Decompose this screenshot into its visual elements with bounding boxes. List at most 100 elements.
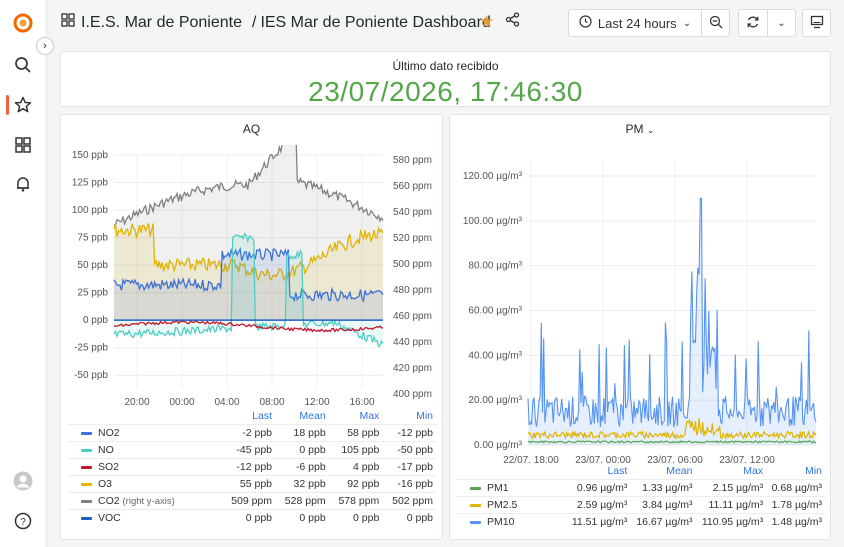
legend-max: 578 ppm bbox=[329, 492, 384, 510]
legend-row-pm25[interactable]: PM2.5 2.59 µg/m³ 3.84 µg/m³ 11.11 µg/m³ 1.78… bbox=[456, 496, 826, 514]
aq-chart[interactable]: 150 ppb 125 ppb 100 ppb 75 ppb 50 ppb 25 ppb 0… bbox=[61, 145, 444, 445]
legend-header-mean[interactable]: Mean bbox=[299, 410, 326, 422]
o3-series-area bbox=[114, 223, 383, 321]
clock-icon bbox=[579, 15, 592, 31]
tv-mode-button[interactable] bbox=[802, 9, 831, 37]
legend-row-voc[interactable]: VOC 0 ppb 0 ppb 0 ppb 0 ppb bbox=[67, 509, 437, 526]
legend-mean: 0 ppb bbox=[276, 441, 330, 459]
legend-min: 502 ppm bbox=[383, 492, 437, 510]
dashboards-icon[interactable] bbox=[12, 134, 34, 156]
series-swatch bbox=[81, 482, 92, 486]
dashboard-header: I.E.S. Mar de Poniente / IES Mar de Poni… bbox=[47, 0, 844, 46]
legend-mean: -6 ppb bbox=[276, 458, 330, 476]
legend-min: -16 ppb bbox=[383, 475, 437, 493]
chevron-right-icon: › bbox=[43, 40, 47, 52]
monitor-icon bbox=[810, 15, 824, 32]
legend-max: 11.11 µg/m³ bbox=[696, 496, 768, 514]
aq-panel: AQ 150 ppb 125 ppb 100 ppb 75 ppb 50 ppb 25 p… bbox=[60, 114, 443, 540]
legend-mean: 16.67 µg/m³ bbox=[631, 513, 697, 530]
search-icon[interactable] bbox=[12, 54, 34, 76]
alerting-bell-icon[interactable] bbox=[12, 173, 34, 195]
pm-chart[interactable]: 120.00 µg/m³ 100.00 µg/m³ 80.00 µg/m³ 60.00… bbox=[450, 145, 832, 485]
legend-last: -12 ppb bbox=[222, 458, 277, 476]
legend-last: 2.59 µg/m³ bbox=[567, 496, 632, 514]
stat-panel-title: Último dato recibido bbox=[392, 59, 499, 73]
y-right-tick-label: 500 ppm bbox=[393, 259, 432, 270]
legend-max: 4 ppb bbox=[329, 458, 384, 476]
so2-series-line bbox=[113, 319, 384, 333]
x-tick-label: 23/07. 12:00 bbox=[719, 455, 775, 466]
legend-row-no2[interactable]: NO2 -2 ppb 18 ppb 58 ppb -12 ppb bbox=[67, 424, 437, 442]
grafana-logo-icon[interactable] bbox=[12, 12, 34, 34]
zoom-out-button[interactable] bbox=[701, 9, 730, 37]
y-left-tick-label: 50 ppb bbox=[77, 260, 108, 271]
legend-header-mean[interactable]: Mean bbox=[666, 465, 693, 477]
legend-header-min[interactable]: Min bbox=[805, 465, 822, 477]
help-icon[interactable]: ? bbox=[12, 510, 34, 532]
legend-header-last[interactable]: Last bbox=[607, 465, 628, 477]
legend-header-max[interactable]: Max bbox=[359, 410, 380, 422]
breadcrumb-separator: / bbox=[251, 13, 257, 31]
legend-min: -50 ppb bbox=[383, 441, 437, 459]
legend-min: 1.78 µg/m³ bbox=[767, 496, 826, 514]
pm-panel-title[interactable]: PM ⌄ bbox=[450, 122, 830, 136]
legend-row-so2[interactable]: SO2 -12 ppb -6 ppb 4 ppb -17 ppb bbox=[67, 458, 437, 476]
series-name: VOC bbox=[98, 512, 121, 524]
y-right-tick-label: 580 ppm bbox=[393, 155, 432, 166]
x-tick-label: 22/07. 18:00 bbox=[503, 455, 559, 466]
legend-mean: 18 ppb bbox=[276, 424, 330, 442]
y-left-tick-label: 25 ppb bbox=[77, 288, 108, 299]
sidebar: ? bbox=[0, 0, 47, 547]
legend-mean: 3.84 µg/m³ bbox=[631, 496, 697, 514]
series-swatch bbox=[470, 486, 481, 490]
svg-text:?: ? bbox=[20, 517, 26, 528]
x-tick-label: 12:00 bbox=[304, 397, 329, 408]
y-left-tick-label: -25 ppb bbox=[74, 343, 108, 354]
series-name: SO2 bbox=[98, 461, 120, 473]
legend-row-pm1[interactable]: PM1 0.96 µg/m³ 1.33 µg/m³ 2.15 µg/m³ 0.68 µg… bbox=[456, 479, 826, 497]
time-range-picker[interactable]: Last 24 hours ⌄ bbox=[568, 9, 702, 37]
legend-min: 1.48 µg/m³ bbox=[767, 513, 826, 530]
breadcrumb: I.E.S. Mar de Poniente / IES Mar de Poni… bbox=[61, 13, 491, 32]
last-data-stat-panel: Último dato recibido 23/07/2026, 17:46:3… bbox=[60, 51, 831, 107]
favorite-star-icon[interactable]: ★ bbox=[479, 12, 495, 31]
legend-row-co2[interactable]: CO2 (right y-axis) 509 ppm 528 ppm 578 ppm 5… bbox=[67, 492, 437, 510]
starred-icon[interactable] bbox=[12, 94, 34, 116]
legend-mean: 528 ppm bbox=[276, 492, 330, 510]
breadcrumb-folder[interactable]: I.E.S. Mar de Poniente bbox=[81, 13, 242, 31]
y-right-tick-label: 460 ppm bbox=[393, 311, 432, 322]
user-avatar-icon[interactable] bbox=[12, 470, 34, 492]
legend-max: 105 ppb bbox=[329, 441, 384, 459]
series-swatch bbox=[81, 516, 92, 520]
x-tick-label: 08:00 bbox=[259, 397, 284, 408]
aq-panel-title[interactable]: AQ bbox=[242, 122, 261, 136]
share-icon[interactable] bbox=[505, 12, 520, 32]
time-range-label: Last 24 hours bbox=[597, 15, 677, 31]
legend-row-pm10[interactable]: PM10 11.51 µg/m³ 16.67 µg/m³ 110.95 µg/m³ 1.… bbox=[456, 513, 826, 530]
expand-sidebar-button[interactable]: › bbox=[36, 37, 54, 55]
refresh-interval-dropdown[interactable]: ⌄ bbox=[767, 9, 796, 37]
active-indicator bbox=[6, 95, 9, 115]
series-name: NO bbox=[98, 444, 114, 456]
y-tick-label: 100.00 µg/m³ bbox=[463, 216, 523, 227]
legend-header-min[interactable]: Min bbox=[416, 410, 433, 422]
refresh-button[interactable] bbox=[738, 9, 768, 37]
legend-last: 55 ppb bbox=[222, 475, 277, 493]
series-swatch bbox=[81, 431, 92, 435]
x-tick-label: 04:00 bbox=[214, 397, 239, 408]
y-left-tick-label: 125 ppb bbox=[72, 178, 109, 189]
no2-series-area bbox=[114, 249, 383, 321]
legend-header-last[interactable]: Last bbox=[252, 410, 273, 422]
legend-last: -45 ppb bbox=[222, 441, 277, 459]
legend-max: 110.95 µg/m³ bbox=[696, 513, 768, 530]
series-name: NO2 bbox=[98, 427, 120, 439]
legend-header-max[interactable]: Max bbox=[743, 465, 764, 477]
y-tick-label: 60.00 µg/m³ bbox=[468, 306, 522, 317]
legend-row-no[interactable]: NO -45 ppb 0 ppb 105 ppb -50 ppb bbox=[67, 441, 437, 459]
aq-legend: Last Mean Max Min NO2 -2 ppb 18 ppb 58 ppb -12 … bbox=[67, 410, 437, 526]
legend-row-o3[interactable]: O3 55 ppb 32 ppb 92 ppb -16 ppb bbox=[67, 475, 437, 493]
y-left-tick-label: 75 ppb bbox=[77, 233, 108, 244]
y-tick-label: 80.00 µg/m³ bbox=[468, 261, 522, 272]
legend-max: 58 ppb bbox=[329, 424, 384, 442]
breadcrumb-dashboard[interactable]: IES Mar de Poniente Dashboard bbox=[260, 13, 491, 31]
